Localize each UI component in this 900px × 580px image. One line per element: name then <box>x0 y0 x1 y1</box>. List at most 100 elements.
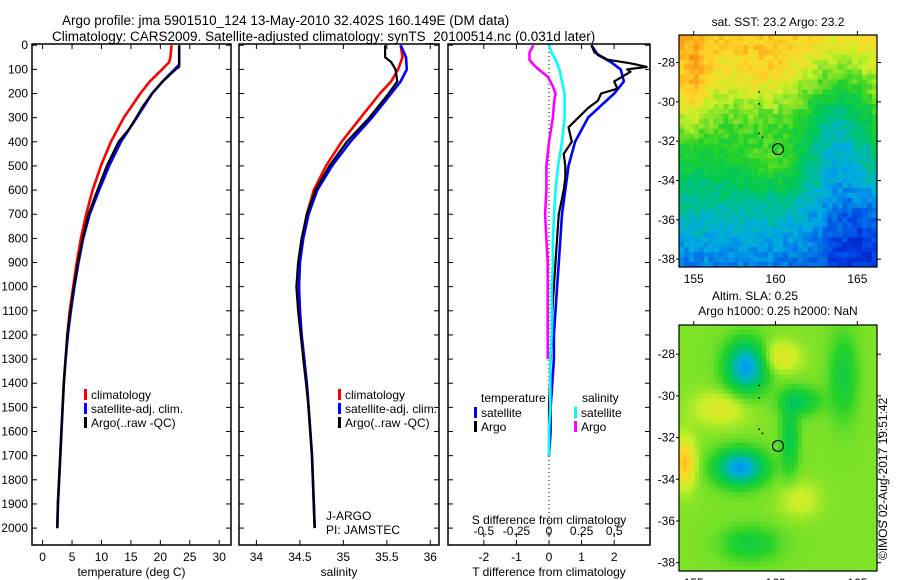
map-cell <box>773 148 779 154</box>
map-cell <box>812 35 819 41</box>
map-cell <box>865 388 870 395</box>
map-cell <box>748 79 754 85</box>
map-cell <box>789 482 795 488</box>
map-cell <box>698 232 705 238</box>
map-cell <box>710 452 716 459</box>
map-cell <box>785 536 791 542</box>
map-cell <box>842 197 848 204</box>
map-cell <box>726 566 731 572</box>
map-cell <box>833 418 838 424</box>
map-cell <box>841 428 846 434</box>
map-cell <box>781 344 787 351</box>
map-cell <box>785 349 791 356</box>
map-cell <box>813 492 819 498</box>
map-cell <box>743 104 749 110</box>
map-cell <box>792 163 799 169</box>
map-cell <box>842 44 848 51</box>
map-cell <box>679 521 684 528</box>
map-cell <box>873 384 878 390</box>
map-cell <box>723 123 729 130</box>
map-cell <box>730 369 735 375</box>
map-cell <box>742 388 747 395</box>
map-cell <box>847 173 853 179</box>
map-cell <box>837 202 843 209</box>
map-cell <box>766 423 771 429</box>
x-tick-label: 2 <box>611 550 618 564</box>
map-cell <box>679 257 685 263</box>
map-cell <box>822 123 828 130</box>
map-cell <box>679 516 684 523</box>
map-cell <box>785 413 791 419</box>
map-cell <box>793 334 799 341</box>
map-cell <box>718 339 724 346</box>
map-cell <box>817 237 824 243</box>
map-cell <box>723 178 729 184</box>
map-cell <box>770 423 775 429</box>
map-cell <box>742 516 747 523</box>
map-cell <box>758 374 763 380</box>
map-cell <box>714 349 720 356</box>
map-cell <box>679 472 684 479</box>
map-cell <box>748 94 754 100</box>
map-cell <box>679 133 685 140</box>
map-cell <box>746 507 751 513</box>
map-cell <box>688 183 695 189</box>
map-cell <box>754 423 759 429</box>
map-cell <box>768 222 774 229</box>
map-cell <box>822 39 828 46</box>
map-cell <box>768 44 774 51</box>
map-cell <box>782 35 789 41</box>
map-cell <box>781 541 787 547</box>
map-cell <box>770 408 775 415</box>
map-cell <box>758 379 763 385</box>
map-cell <box>801 364 807 370</box>
map-cell <box>857 443 862 449</box>
map-cell <box>683 148 690 154</box>
map-cell <box>857 502 862 508</box>
map-cell <box>841 339 846 346</box>
map-cell <box>770 359 775 365</box>
map-cell <box>793 566 799 572</box>
map-cell <box>728 168 734 174</box>
map-cell <box>770 507 775 513</box>
map-cell <box>865 339 870 346</box>
map-cell <box>792 262 799 268</box>
map-cell <box>708 252 715 258</box>
map-cell <box>682 507 688 513</box>
map-cell <box>822 79 828 85</box>
map-cell <box>698 393 704 400</box>
map-cell <box>793 438 799 444</box>
map-cell <box>743 252 749 258</box>
map-cell <box>726 433 731 439</box>
map-cell <box>789 418 795 424</box>
map-cell <box>841 472 846 479</box>
y-tick-label: 500 <box>8 159 28 173</box>
map-cell <box>787 109 794 115</box>
map-cell <box>867 79 873 85</box>
map-cell <box>770 511 775 518</box>
map-cell <box>742 339 747 346</box>
map-cell <box>782 202 789 209</box>
map-cell <box>688 217 695 224</box>
map-cell <box>782 64 789 71</box>
map-cell <box>825 556 830 562</box>
map-cell <box>710 556 716 562</box>
map-cell <box>702 413 708 419</box>
map-cell <box>793 354 799 360</box>
map-cell <box>857 364 862 370</box>
map-cell <box>845 325 850 331</box>
map-cell <box>792 59 799 66</box>
map-cell <box>742 536 747 542</box>
map-cell <box>763 192 769 199</box>
map-cell <box>763 158 769 164</box>
map-cell <box>706 349 712 356</box>
map-cell <box>770 369 775 375</box>
map-cell <box>872 252 878 258</box>
map-cell <box>742 384 747 390</box>
map-cell <box>750 393 755 400</box>
map-cell <box>706 516 712 523</box>
map-cell <box>793 448 799 454</box>
map-cell <box>793 561 799 567</box>
map-cell <box>693 99 700 105</box>
map-cell <box>793 384 799 390</box>
